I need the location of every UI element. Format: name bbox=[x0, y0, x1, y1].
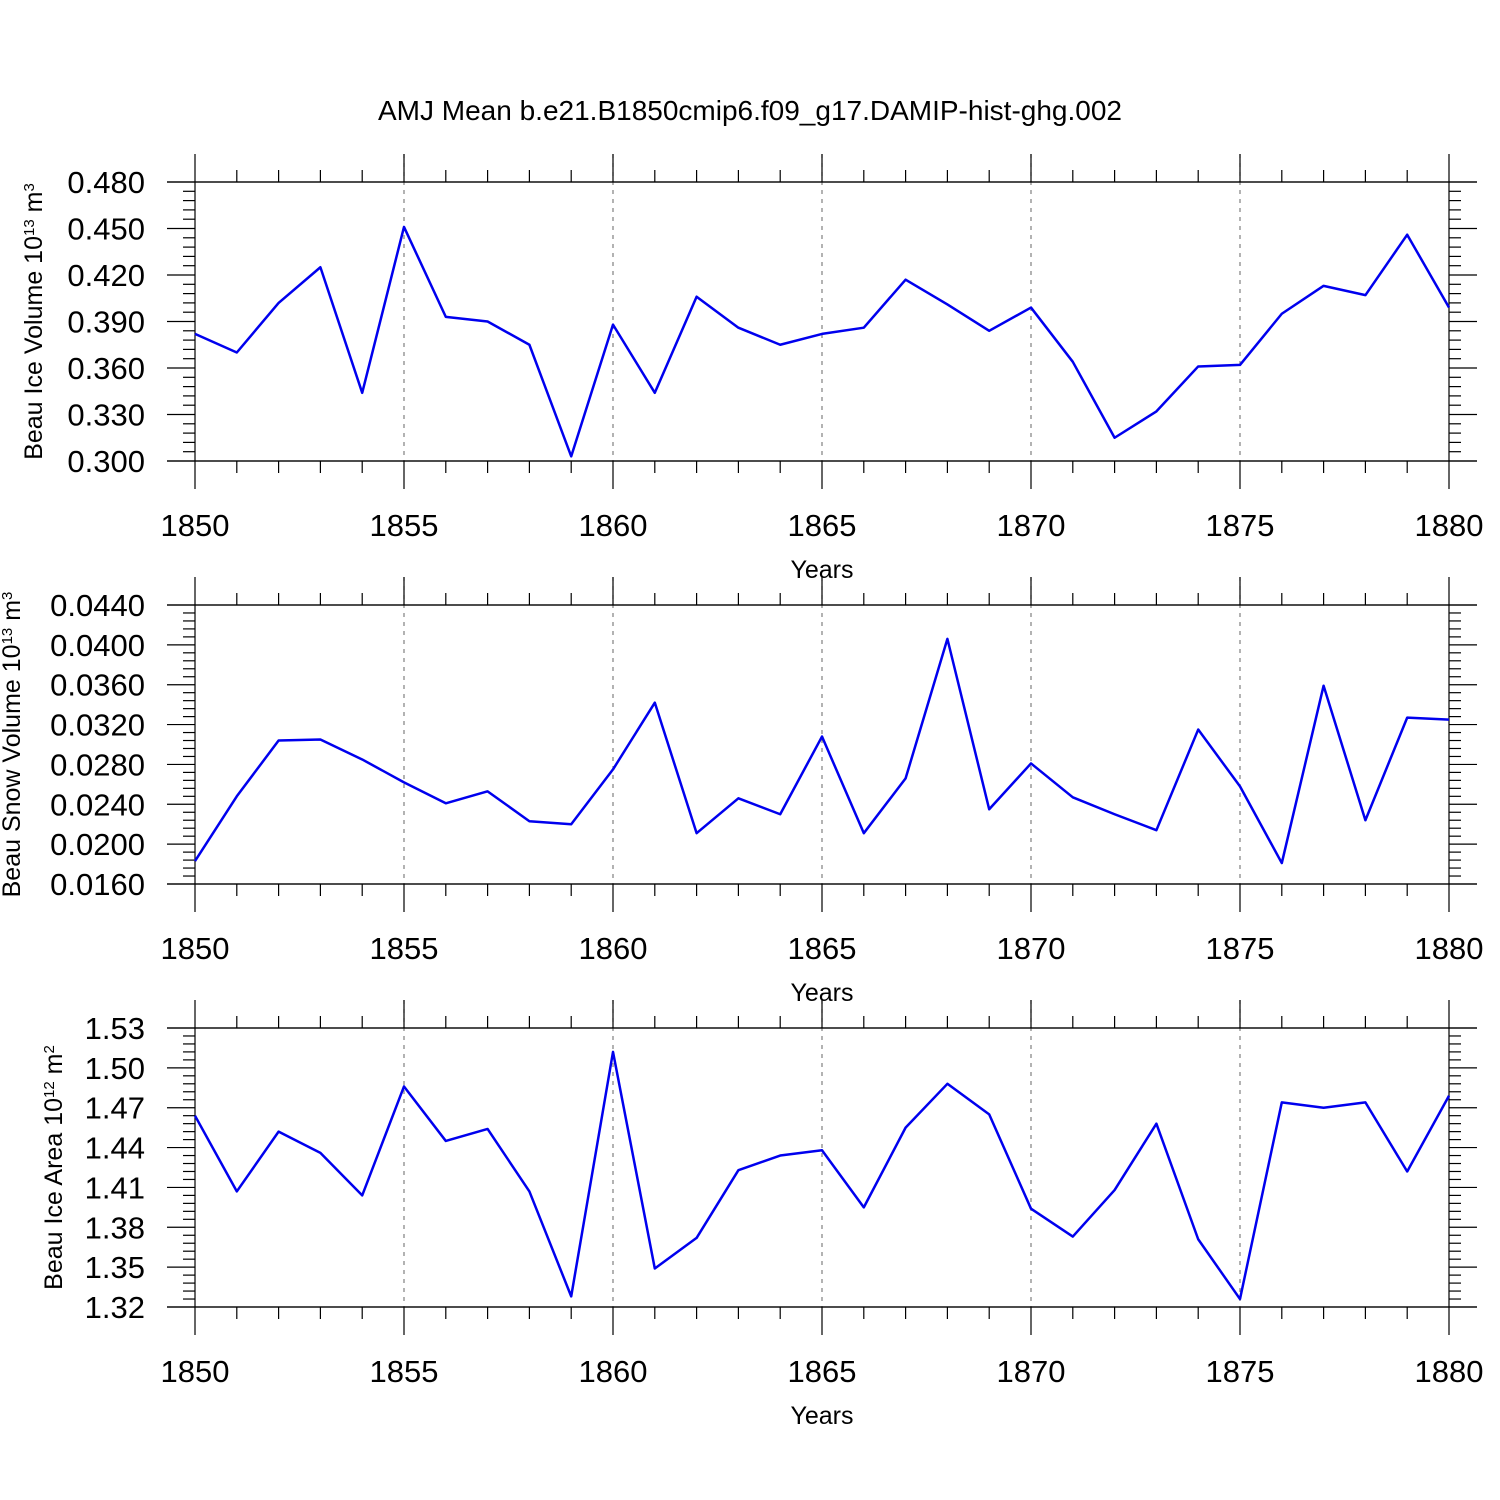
y-axis-label: Beau Snow Volume 1013 m3 bbox=[0, 592, 26, 898]
y-tick-label: 0.480 bbox=[67, 165, 145, 200]
plot-frame bbox=[194, 604, 1450, 885]
y-tick-label: 1.53 bbox=[85, 1011, 145, 1046]
x-tick-label: 1865 bbox=[788, 1354, 857, 1389]
x-tick-label: 1850 bbox=[161, 1354, 230, 1389]
x-tick-label: 1870 bbox=[997, 931, 1066, 966]
y-tick-label: 0.330 bbox=[67, 398, 145, 433]
plot-frame bbox=[194, 1027, 1450, 1308]
x-tick-label: 1850 bbox=[161, 508, 230, 543]
y-tick-label: 0.0160 bbox=[50, 867, 145, 902]
y-tick-label: 0.0240 bbox=[50, 787, 145, 822]
y-tick-label: 1.50 bbox=[85, 1051, 145, 1086]
x-tick-label: 1875 bbox=[1206, 1354, 1275, 1389]
y-tick-label: 1.44 bbox=[85, 1131, 145, 1166]
panel-1: 1850 1855 1860 1865 1870 1875 1880Years0.3000.… bbox=[20, 154, 1483, 584]
figure-title: AMJ Mean b.e21.B1850cmip6.f09_g17.DAMIP-… bbox=[378, 95, 1122, 126]
x-tick-label: 1850 bbox=[161, 931, 230, 966]
x-tick-label: 1880 bbox=[1415, 1354, 1484, 1389]
y-tick-label: 0.450 bbox=[67, 212, 145, 247]
x-tick-label: 1880 bbox=[1415, 931, 1484, 966]
panel-3: 1850 1855 1860 1865 1870 1875 1880 Years 1.32 1.3… bbox=[40, 1000, 1483, 1430]
y-tick-label: 1.32 bbox=[85, 1290, 145, 1325]
x-tick-label: 1860 bbox=[579, 1354, 648, 1389]
y-tick-label: 1.35 bbox=[85, 1250, 145, 1285]
series-line-1 bbox=[193, 637, 1450, 865]
x-tick-label: 1865 bbox=[788, 508, 857, 543]
y-tick-label: 0.0280 bbox=[50, 747, 145, 782]
panel-2: 1850 1855 1860 1865 1870 1875 1880Years0.01600… bbox=[0, 577, 1483, 1007]
y-tick-label: 1.41 bbox=[85, 1170, 145, 1205]
x-tick-label: 1860 bbox=[579, 931, 648, 966]
x-tick-label: 1870 bbox=[997, 508, 1066, 543]
y-tick-label: 0.0200 bbox=[50, 827, 145, 862]
x-tick-label: 1875 bbox=[1206, 508, 1275, 543]
y-axis-label: Beau Ice Volume 1013 m3 bbox=[20, 183, 48, 460]
y-tick-label: 0.420 bbox=[67, 258, 145, 293]
y-tick-label: 1.47 bbox=[85, 1091, 145, 1126]
y-tick-label: 1.38 bbox=[85, 1210, 145, 1245]
x-tick-label: 1855 bbox=[370, 1354, 439, 1389]
y-tick-label: 0.0360 bbox=[50, 668, 145, 703]
plot-frame bbox=[194, 181, 1450, 462]
x-tick-label: 1855 bbox=[370, 508, 439, 543]
x-tick-label: 1870 bbox=[997, 1354, 1066, 1389]
y-tick-label: 0.360 bbox=[67, 351, 145, 386]
y-axis-label: Beau Ice Area 1012 m2 bbox=[40, 1045, 68, 1290]
y-tick-label: 0.0400 bbox=[50, 628, 145, 663]
y-tick-label: 0.0440 bbox=[50, 588, 145, 623]
y-tick-label: 0.300 bbox=[67, 444, 145, 479]
x-tick-label: 1875 bbox=[1206, 931, 1275, 966]
y-tick-label: 0.390 bbox=[67, 305, 145, 340]
x-tick-label: 1860 bbox=[579, 508, 648, 543]
x-tick-label: 1880 bbox=[1415, 508, 1484, 543]
series-line-1 bbox=[194, 225, 1451, 458]
y-tick-label: 0.0320 bbox=[50, 708, 145, 743]
series-line-1 bbox=[193, 1050, 1451, 1301]
x-tick-label: 1855 bbox=[370, 931, 439, 966]
x-tick-label: 1865 bbox=[788, 931, 857, 966]
x-axis-label: Years bbox=[790, 1402, 853, 1430]
